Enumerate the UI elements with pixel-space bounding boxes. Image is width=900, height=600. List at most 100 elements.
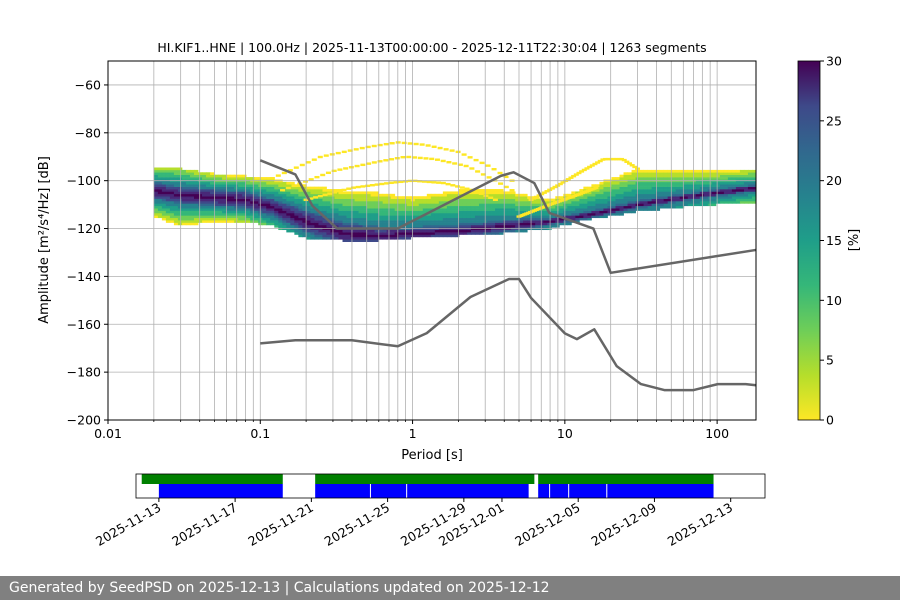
heatmap-cell bbox=[659, 181, 665, 185]
heatmap-cell bbox=[286, 193, 291, 197]
heatmap-cell bbox=[374, 196, 380, 199]
heatmap-cell bbox=[318, 201, 323, 204]
heatmap-cell bbox=[559, 220, 564, 223]
heatmap-cell bbox=[695, 203, 701, 207]
heatmap-cell bbox=[254, 191, 259, 195]
heatmap-cell bbox=[623, 189, 628, 192]
heatmap-cell bbox=[747, 196, 753, 199]
heatmap-cell bbox=[338, 236, 343, 240]
heatmap-cell bbox=[487, 215, 492, 219]
heatmap-cell bbox=[423, 157, 429, 160]
heatmap-cell bbox=[366, 203, 372, 207]
heatmap-cell bbox=[587, 165, 593, 169]
heatmap-cell bbox=[536, 194, 542, 197]
heatmap-cell bbox=[615, 212, 620, 216]
heatmap-cell bbox=[230, 208, 235, 211]
heatmap-cell bbox=[230, 184, 235, 187]
heatmap-cell bbox=[370, 210, 376, 214]
heatmap-cell bbox=[454, 232, 460, 235]
timeline-date-label: 2025-11-25 bbox=[322, 500, 392, 549]
heatmap-cell bbox=[687, 174, 693, 178]
heatmap-cell bbox=[177, 193, 183, 197]
heatmap-cell bbox=[631, 174, 636, 178]
heatmap-cell bbox=[747, 198, 753, 202]
heatmap-cell bbox=[627, 208, 632, 211]
heatmap-cell bbox=[651, 174, 657, 178]
heatmap-cell bbox=[402, 205, 408, 209]
heatmap-cell bbox=[426, 215, 432, 219]
heatmap-cell bbox=[615, 208, 620, 211]
heatmap-cell bbox=[366, 205, 372, 209]
heatmap-cell bbox=[306, 201, 311, 204]
heatmap-cell bbox=[290, 229, 295, 233]
heatmap-cell bbox=[487, 191, 492, 195]
heatmap-cell bbox=[655, 193, 661, 197]
heatmap-cell bbox=[731, 196, 737, 199]
heatmap-cell bbox=[238, 217, 243, 221]
heatmap-cell bbox=[350, 217, 355, 221]
heatmap-cell bbox=[619, 201, 624, 204]
heatmap-cell bbox=[639, 191, 644, 195]
heatmap-cell bbox=[218, 215, 223, 219]
heatmap-cell bbox=[446, 217, 452, 221]
heatmap-cell bbox=[278, 208, 283, 211]
heatmap-cell bbox=[222, 186, 227, 190]
heatmap-cell bbox=[711, 186, 717, 190]
heatmap-cell bbox=[647, 169, 653, 173]
heatmap-cell bbox=[695, 189, 701, 192]
heatmap-cell bbox=[747, 174, 753, 178]
heatmap-cell bbox=[587, 205, 592, 209]
heatmap-cell bbox=[547, 201, 552, 204]
heatmap-cell bbox=[278, 224, 283, 228]
heatmap-cell bbox=[378, 224, 384, 228]
heatmap-cell bbox=[374, 193, 380, 197]
heatmap-cell bbox=[507, 222, 512, 226]
heatmap-cell bbox=[278, 181, 283, 185]
heatmap-cell bbox=[615, 203, 620, 207]
heatmap-cell bbox=[747, 189, 753, 192]
heatmap-cell bbox=[322, 232, 327, 235]
heatmap-cell bbox=[366, 162, 372, 165]
heatmap-cell bbox=[193, 215, 199, 219]
heatmap-cell bbox=[366, 208, 372, 211]
heatmap-cell bbox=[334, 224, 339, 228]
heatmap-cell bbox=[193, 177, 199, 180]
heatmap-cell bbox=[306, 236, 311, 240]
heatmap-cell bbox=[177, 174, 183, 178]
heatmap-cell bbox=[422, 229, 428, 233]
heatmap-cell bbox=[735, 174, 741, 178]
heatmap-cell bbox=[479, 220, 484, 223]
heatmap-cell bbox=[434, 198, 440, 202]
heatmap-cell bbox=[450, 224, 456, 228]
heatmap-cell bbox=[412, 156, 417, 159]
heatmap-cell bbox=[374, 203, 380, 207]
heatmap-cell bbox=[270, 203, 275, 207]
heatmap-cell bbox=[631, 196, 636, 199]
heatmap-cell bbox=[498, 182, 504, 185]
heatmap-cell bbox=[346, 203, 351, 207]
heatmap-cell bbox=[290, 210, 295, 214]
timeline-blue-segment bbox=[315, 484, 529, 498]
heatmap-cell bbox=[491, 193, 496, 197]
heatmap-cell bbox=[543, 212, 548, 216]
heatmap-cell bbox=[274, 210, 279, 214]
heatmap-cell bbox=[198, 196, 203, 199]
heatmap-cell bbox=[287, 169, 293, 172]
heatmap-cell bbox=[515, 208, 520, 211]
heatmap-cell bbox=[559, 203, 564, 207]
heatmap-cell bbox=[739, 181, 745, 185]
heatmap-cell bbox=[230, 215, 235, 219]
heatmap-cell bbox=[454, 224, 460, 228]
timeline-date-label: 2025-11-21 bbox=[245, 500, 315, 549]
heatmap-cell bbox=[157, 186, 163, 190]
timeline-green-segment bbox=[538, 474, 714, 484]
heatmap-cell bbox=[647, 186, 653, 190]
heatmap-cell bbox=[322, 191, 327, 195]
heatmap-cell bbox=[173, 191, 179, 195]
heatmap-cell bbox=[222, 184, 227, 187]
heatmap-cell bbox=[474, 224, 480, 228]
heatmap-cell bbox=[157, 198, 163, 202]
heatmap-cell bbox=[607, 181, 612, 185]
heatmap-cell bbox=[185, 186, 191, 190]
heatmap-cell bbox=[371, 144, 377, 148]
